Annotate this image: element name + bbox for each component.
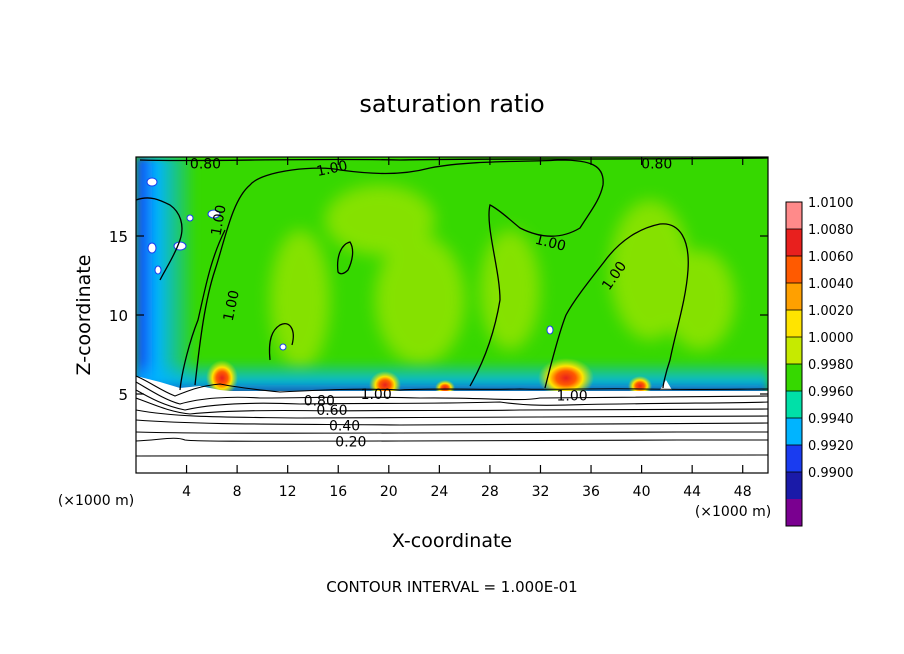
white-cloud-holes [146,177,554,351]
colorbar-swatch [786,283,802,310]
contour-interval-note: CONTOUR INTERVAL = 1.000E-01 [326,578,577,596]
x-tick-label: 48 [734,484,752,500]
x-tick-label: 32 [532,484,550,500]
contour-label: 1.00 [556,389,587,405]
colorbar-swatch [786,310,802,337]
y-axis-label: Z-coordinate [73,255,95,376]
x-tick-label: 40 [633,484,651,500]
colorbar-swatch [786,256,802,283]
colorbar-label: 1.0080 [808,223,854,238]
colorbar-swatch [786,337,802,364]
x-tick-label: 44 [683,484,701,500]
colorbar-swatch [786,445,802,472]
x-tick-label: 24 [430,484,448,500]
surface-white-edge [136,376,768,400]
contour-label: 1.00 [315,158,349,180]
contour-label: 1.00 [361,387,392,403]
colorbar-label: 0.9960 [808,385,854,400]
contour-label: 0.60 [316,403,347,419]
hotspot-1 [206,360,238,396]
colorbar-swatch [786,499,802,526]
contour-label: 1.00 [221,289,243,323]
y-tick-label: 5 [118,386,128,404]
colorbar-label: 0.9980 [808,358,854,373]
colorbar-label: 1.0000 [808,331,854,346]
hotspot-4 [538,358,594,398]
contour-label: 0.80 [304,393,335,409]
colorbar-swatch [786,391,802,418]
contour-label: 1.00 [209,204,230,237]
contour-label: 0.80 [641,156,672,172]
x-tick-label: 36 [582,484,600,500]
colorbar-swatch [786,418,802,445]
contour-lines-1-00 [136,157,768,391]
x-tick-label: 28 [481,484,499,500]
x-tick-label: 16 [329,484,347,500]
colorbar-label: 0.9940 [808,412,854,427]
x-tick-label: 4 [182,484,191,500]
colorbar-label: 1.0020 [808,304,854,319]
colorbar-label: 1.0040 [808,277,854,292]
colorbar-swatch [786,364,802,391]
x-unit-label-left: (×1000 m) [58,493,134,509]
x-axis-label: X-coordinate [392,530,512,552]
x-tick-label: 12 [279,484,297,500]
y-tick-label: 15 [109,228,128,246]
colorbar-label: 1.0060 [808,250,854,265]
y-tick-label: 10 [109,307,128,325]
colorbar-label: 0.9920 [808,439,854,454]
contour-label: 0.20 [335,434,366,450]
x-tick-label: 20 [380,484,398,500]
colorbar-swatch [786,202,802,229]
y-axis-ticks: 5 10 15 [109,228,768,404]
field-yellowish-patches [270,185,735,370]
contour-lines-lower [136,375,768,457]
contour-labels: 1.001.001.001.001.001.00 1.000.80 0.800.80… [190,156,672,450]
colorbar-label: 0.9900 [808,466,854,481]
colorbar-swatch [786,229,802,256]
contour-label: 0.80 [190,156,221,172]
contour-label: 1.00 [533,232,567,255]
x-tick-label: 8 [233,484,242,500]
colorbar-label: 1.0100 [808,196,854,211]
x-axis-ticks: 4 8 12 16 20 24 28 32 36 40 44 48 [182,157,752,500]
contour-label: 0.40 [329,419,360,435]
plot-field [136,157,768,473]
colorbar: 1.0100 1.0080 1.0060 1.0040 1.0020 1.0000 0.99… [785,196,854,527]
x-unit-label-right: (×1000 m) [695,504,771,520]
colorbar-swatch [786,472,802,499]
chart-title: saturation ratio [359,90,544,118]
